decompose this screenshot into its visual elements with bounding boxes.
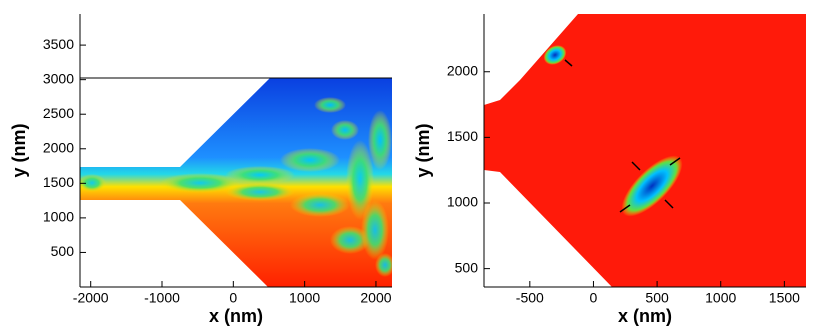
y-tick-label: 1500 [43,174,74,190]
y-axis-title: y (nm) [9,123,29,177]
x-tick-label: 0 [229,290,237,306]
y-axis-title: y (nm) [413,123,433,177]
y-tick-label: 500 [51,243,75,259]
x-tick-label: -500 [516,290,544,306]
x-tick-label: 500 [645,290,669,306]
y-tick-label: 1500 [447,128,478,144]
y-tick-label: 3500 [43,36,74,52]
x-tick-label: 1000 [705,290,736,306]
y-tick-label: 2000 [43,139,74,155]
y-tick-label: 3000 [43,70,74,86]
x-tick-label: 1000 [289,290,320,306]
y-tick-label: 1000 [43,209,74,225]
y-tick-label: 1000 [447,194,478,210]
x-axis-title: x (nm) [618,306,672,326]
y-tick-label: 500 [455,259,479,275]
x-tick-label: -1000 [144,290,180,306]
x-tick-label: 1500 [769,290,800,306]
y-tick-label: 2500 [43,105,74,121]
y-tick-label: 2000 [447,62,478,78]
x-tick-label: 0 [590,290,598,306]
field-map [484,14,806,287]
field-map [80,78,392,287]
x-tick-label: 2000 [360,290,391,306]
x-tick-label: -2000 [73,290,109,306]
x-axis-title: x (nm) [209,306,263,326]
